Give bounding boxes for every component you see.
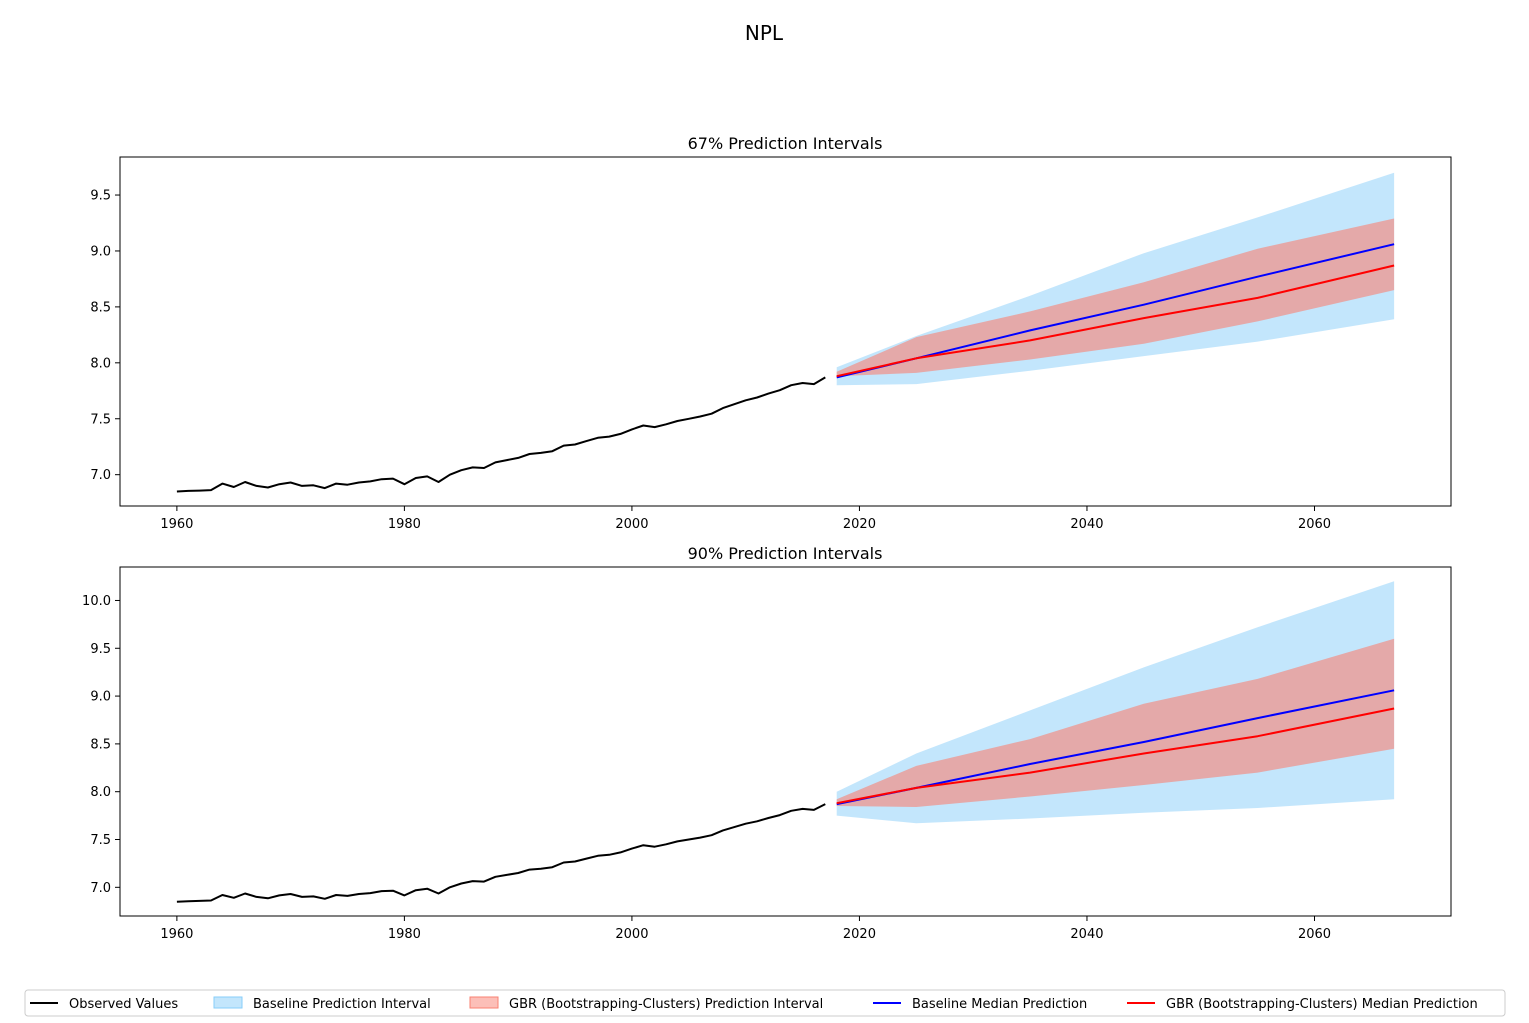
y-tick-label: 8.0 — [90, 785, 111, 800]
chart-title: 67% Prediction Intervals — [688, 134, 883, 153]
gbr-median-line — [836, 264, 1395, 378]
plot-frame — [119, 566, 1452, 917]
observed-values-line — [176, 376, 826, 493]
legend-label: Baseline Median Prediction — [912, 997, 1087, 1012]
y-tick-label: 9.5 — [90, 189, 111, 204]
x-tick-label: 2040 — [1070, 927, 1103, 942]
chart-panel-67: 67% Prediction Intervals 1960 1980 2000 202… — [90, 134, 1452, 532]
y-tick-label: 7.5 — [90, 412, 111, 427]
gbr-interval-band — [836, 638, 1395, 807]
x-tick-label: 2060 — [1298, 517, 1331, 532]
y-tick-label: 10.0 — [82, 594, 111, 609]
y-tick-label: 7.0 — [90, 881, 111, 896]
figure-title: NPL — [745, 21, 784, 45]
x-tick-label: 2020 — [843, 517, 876, 532]
y-tick-label: 7.0 — [90, 468, 111, 483]
y-tick-label: 8.5 — [90, 737, 111, 752]
x-tick-label: 1960 — [160, 517, 193, 532]
gbr-interval-band — [836, 218, 1395, 377]
legend: Observed Values Baseline Prediction Inter… — [24, 989, 1506, 1017]
legend-swatch — [469, 996, 499, 1009]
observed-values-line — [176, 803, 826, 903]
x-tick-label: 2060 — [1298, 927, 1331, 942]
x-tick-label: 2000 — [615, 517, 648, 532]
y-tick-label: 9.0 — [90, 244, 111, 259]
x-tick-label: 1960 — [160, 927, 193, 942]
legend-label: Baseline Prediction Interval — [253, 997, 431, 1012]
y-tick-label: 7.5 — [90, 833, 111, 848]
legend-label: GBR (Bootstrapping-Clusters) Median Pred… — [1166, 997, 1478, 1012]
gbr-median-line — [836, 707, 1395, 805]
x-tick-label: 1980 — [388, 927, 421, 942]
y-tick-label: 8.0 — [90, 356, 111, 371]
legend-swatch — [213, 996, 243, 1009]
x-tick-label: 2020 — [843, 927, 876, 942]
legend-label: GBR (Bootstrapping-Clusters) Prediction … — [509, 997, 823, 1012]
legend-box — [24, 989, 1506, 1017]
y-tick-label: 9.0 — [90, 690, 111, 705]
y-tick-label: 9.5 — [90, 642, 111, 657]
plot-frame — [119, 156, 1452, 507]
legend-label: Observed Values — [69, 997, 178, 1012]
chart-panel-90: 90% Prediction Intervals 1960 1980 2000 202… — [82, 544, 1452, 942]
chart-title: 90% Prediction Intervals — [688, 544, 883, 563]
y-tick-label: 8.5 — [90, 300, 111, 315]
x-tick-label: 1980 — [388, 517, 421, 532]
x-tick-label: 2040 — [1070, 517, 1103, 532]
x-tick-label: 2000 — [615, 927, 648, 942]
